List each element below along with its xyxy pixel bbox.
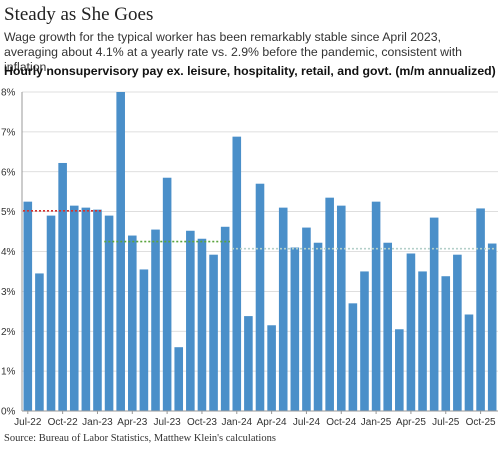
bar-Nov-22 (69, 205, 79, 411)
bar-Nov-25 (487, 243, 497, 411)
y-tick-label: 3% (1, 287, 16, 298)
bar-May-23 (139, 269, 149, 411)
x-tick-label: Apr-23 (117, 417, 147, 428)
bar-Mar-23 (116, 92, 125, 411)
bar-Jul-23 (162, 177, 172, 411)
bar-Dec-24 (360, 271, 369, 411)
y-tick-label: 6% (1, 167, 16, 178)
bar-Oct-22 (58, 162, 67, 411)
y-tick-label: 5% (1, 207, 16, 218)
bar-Jan-23 (93, 209, 102, 411)
bar-Sep-25 (464, 314, 474, 411)
y-tick-labels: 0% 1% 2% 3% 4% 5% 6% 7% 8% (1, 88, 16, 418)
bars (23, 92, 497, 411)
bar-Jan-24 (232, 136, 242, 411)
average-lines (23, 210, 497, 250)
bar-Jun-23 (151, 229, 160, 411)
page-title: Steady as She Goes (4, 4, 154, 25)
x-tick-labels: Jul-22 Oct-22 Jan-23 Apr-23 Jul-23 Oct-23 Jan-… (14, 417, 496, 428)
y-tick-label: 7% (1, 127, 16, 138)
bar-Aug-25 (453, 254, 462, 411)
x-tick-label: Apr-24 (257, 417, 287, 428)
y-tick-label: 1% (1, 367, 16, 378)
x-tick-label: Oct-25 (466, 417, 496, 428)
bar-Oct-24 (336, 205, 346, 411)
chart-title: Hourly nonsupervisory pay ex. leisure, h… (4, 64, 496, 78)
bar-Jul-22 (23, 201, 33, 411)
bar-Jul-25 (441, 276, 451, 411)
bar-Nov-24 (348, 303, 358, 411)
bar-Oct-23 (197, 238, 207, 411)
y-tick-label: 8% (1, 88, 16, 99)
bar-Sep-23 (186, 230, 195, 411)
bar-Sep-22 (46, 215, 56, 411)
bar-Aug-22 (35, 273, 44, 411)
bar-May-24 (278, 207, 288, 411)
bar-Apr-23 (127, 235, 137, 411)
bar-Dec-22 (81, 207, 91, 411)
source-note: Source: Bureau of Labor Statistics, Matt… (4, 433, 276, 444)
bar-Jul-24 (302, 227, 311, 411)
x-tick-label: Oct-24 (326, 417, 356, 428)
y-tick-label: 2% (1, 327, 16, 338)
bar-Aug-23 (174, 347, 184, 411)
x-tick-label: Jul-24 (293, 417, 321, 428)
y-tick-label: 0% (1, 407, 16, 418)
bar-Feb-23 (104, 215, 114, 411)
x-tick-label: Jul-25 (432, 417, 460, 428)
y-tick-label: 4% (1, 247, 16, 258)
bar-Oct-25 (476, 208, 485, 411)
bar-Jun-25 (429, 217, 439, 411)
bar-Dec-23 (220, 226, 230, 411)
bar-Sep-24 (325, 197, 334, 411)
x-tick-label: Oct-23 (187, 417, 217, 428)
x-tick-label: Jul-22 (14, 417, 42, 428)
bar-Mar-25 (395, 329, 404, 411)
x-tick-label: Jan-23 (82, 417, 113, 428)
axes (21, 92, 498, 414)
bar-Nov-23 (209, 254, 218, 411)
bar-Aug-24 (313, 242, 323, 411)
bar-Feb-24 (244, 316, 253, 411)
page-subtitle: Wage growth for the typical worker has b… (4, 30, 462, 74)
bar-Jun-24 (290, 247, 300, 411)
x-tick-label: Jan-24 (221, 417, 252, 428)
bar-Apr-25 (406, 253, 416, 411)
x-tick-label: Oct-22 (48, 417, 78, 428)
x-tick-label: Jul-23 (153, 417, 181, 428)
bar-Feb-25 (383, 242, 393, 411)
bar-Mar-24 (255, 183, 265, 411)
bar-Apr-24 (267, 325, 276, 411)
bar-Jan-25 (371, 201, 381, 411)
bar-May-25 (418, 271, 427, 411)
x-tick-label: Apr-25 (396, 417, 426, 428)
x-tick-label: Jan-25 (361, 417, 392, 428)
